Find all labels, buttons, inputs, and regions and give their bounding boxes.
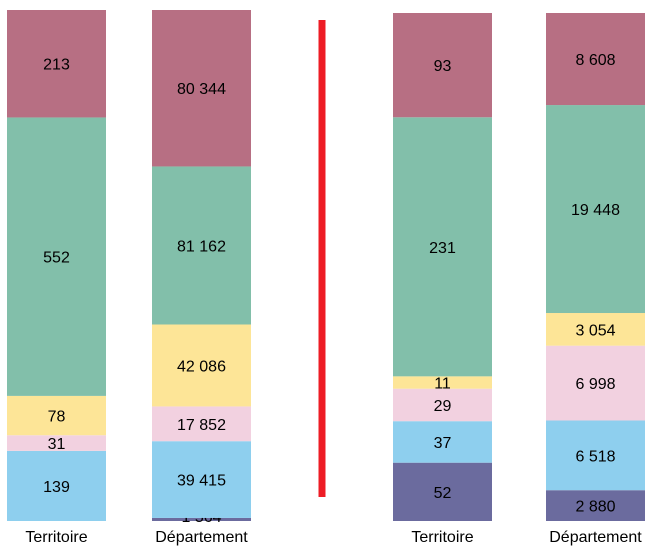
bar-value-label: 139 [43,479,70,496]
bar-value-label: 8 608 [575,52,615,69]
bar-segment-p1-2-s6 [152,10,251,167]
bar-segment-p2-2-s5 [546,105,645,314]
bar-segment-p1-2-s3 [152,406,251,442]
bar-value-label: 11 [434,376,451,393]
bar-value-label: 78 [48,409,66,426]
category-label: Département [549,529,642,546]
bar-segment-p1-2-s5 [152,166,251,325]
bar-value-label: 213 [43,57,70,74]
bar-value-label: 42 086 [177,358,226,375]
bar-segment-p1-1-s5 [7,117,106,396]
bar-value-label: 81 162 [177,238,226,255]
bar-segment-p2-2-s6 [546,13,645,106]
category-label: Département [155,529,248,546]
bar-segment-p2-1-s3 [393,388,492,422]
bar-segment-p1-1-s4 [7,395,106,436]
bar-segment-p1-1-s6 [7,10,106,118]
bar-segment-p2-1-s4 [393,376,492,389]
bar-segment-p2-1-s5 [393,117,492,377]
bar-value-label: 37 [434,435,452,452]
bar-segment-p2-2-s3 [546,345,645,421]
category-label: Territoire [25,529,87,546]
bar-value-label: 231 [429,240,456,257]
bar-value-label: 3 054 [575,322,615,339]
bar-value-label: 2 880 [575,499,615,516]
bar-segment-p1-1-s3 [7,435,106,451]
bar-value-label: 29 [434,398,452,415]
bar-segment-p1-2-s2 [152,441,251,518]
bar-segment-p1-2-s1 [152,517,251,521]
bar-segment-p2-2-s1 [546,490,645,521]
bar-segment-p1-1-s2 [7,450,106,521]
bar-value-label: 6 518 [575,448,615,465]
bar-value-label: 17 852 [177,417,226,434]
bar-value-label: 552 [43,250,70,267]
bar-segment-p2-2-s2 [546,420,645,491]
bar-value-label: 80 344 [177,81,226,98]
bar-value-label: 19 448 [571,202,620,219]
bar-segment-p2-1-s1 [393,462,492,521]
bar-value-label: 52 [434,485,452,502]
bar-value-label: 39 415 [177,473,226,490]
bar-value-label: 6 998 [575,376,615,393]
category-label: Territoire [411,529,473,546]
bar-value-label: 93 [434,58,452,75]
bar-segment-p1-2-s4 [152,324,251,407]
bar-segment-p2-2-s4 [546,313,645,346]
bar-value-label: 31 [48,436,66,453]
bar-segment-p2-1-s6 [393,13,492,118]
bar-segment-p2-1-s2 [393,421,492,463]
